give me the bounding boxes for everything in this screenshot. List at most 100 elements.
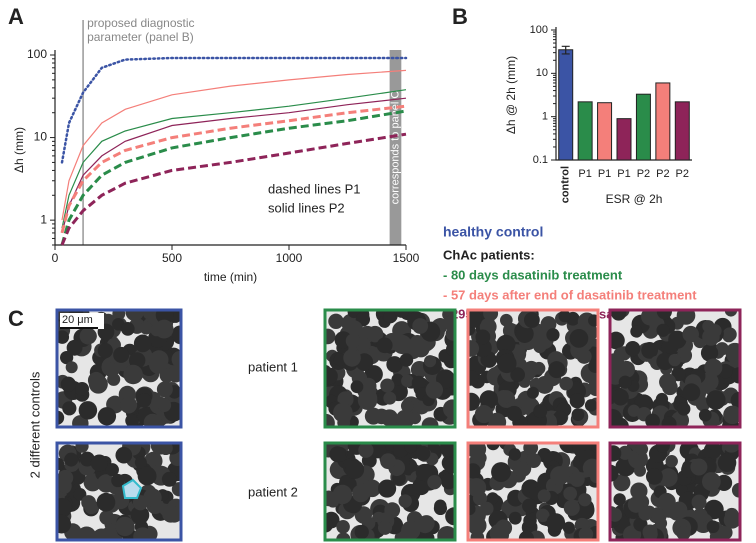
cell: [526, 386, 539, 399]
cell: [612, 388, 629, 406]
cell: [677, 402, 691, 416]
x-tick-label: P1: [578, 168, 591, 180]
cell: [630, 325, 643, 338]
cell: [130, 505, 150, 525]
cell: [386, 356, 403, 373]
y-tick-label: 0.1: [533, 154, 548, 166]
cell: [496, 389, 511, 405]
cell: [496, 521, 511, 535]
cell: [81, 495, 97, 510]
cell: [88, 374, 108, 394]
cell: [125, 310, 144, 322]
cell: [731, 482, 740, 498]
cell: [171, 482, 181, 497]
cell: [576, 348, 592, 364]
cell: [533, 404, 548, 419]
cell: [57, 514, 72, 534]
cell: [401, 374, 414, 388]
scale-bar-label: 20 μm: [62, 314, 93, 326]
micrograph: [468, 443, 598, 540]
cell: [659, 373, 677, 391]
row-label: 2 different controls: [27, 371, 42, 478]
cell: [75, 381, 90, 396]
cell: [698, 408, 712, 422]
cell: [99, 527, 119, 540]
cell: [724, 310, 738, 317]
cell: [676, 526, 691, 540]
cell: [658, 492, 676, 511]
cell: [508, 448, 522, 461]
cell: [418, 515, 433, 530]
cell: [548, 361, 566, 379]
cell: [610, 408, 623, 427]
cell: [550, 466, 570, 486]
annotation: solid lines P2: [268, 200, 345, 215]
cell: [571, 408, 585, 421]
cell: [62, 401, 77, 416]
bar: [655, 82, 671, 161]
cell: [584, 399, 598, 412]
cell: [120, 396, 138, 414]
cell: [380, 453, 396, 470]
cell: [468, 370, 479, 386]
cell: [563, 499, 580, 516]
annotation: parameter (panel B): [87, 30, 194, 44]
cell: [468, 392, 481, 411]
cell: [656, 310, 672, 320]
cell: [424, 355, 437, 368]
cell: [156, 381, 173, 398]
cell: [97, 474, 116, 493]
cell: [655, 443, 670, 453]
data-line: [61, 89, 407, 229]
cell: [383, 310, 396, 323]
cell: [434, 499, 447, 512]
cell: [559, 376, 573, 391]
cell: [333, 402, 353, 423]
data-line: [60, 56, 408, 164]
row-label: patient 1: [248, 359, 298, 374]
micrograph-frame: [323, 308, 457, 429]
cell: [358, 443, 374, 458]
y-tick-label: 10: [536, 67, 548, 79]
cell: [468, 478, 487, 497]
cell: [436, 369, 455, 389]
legend-entry: ChAc patients:: [443, 247, 535, 262]
cell: [149, 355, 168, 374]
cell: [726, 346, 740, 364]
cell: [468, 515, 487, 536]
cell: [722, 443, 740, 453]
cell: [468, 463, 481, 479]
cell: [443, 457, 455, 474]
cell: [376, 337, 393, 354]
cell: [350, 380, 364, 394]
cell: [57, 469, 74, 486]
cell: [569, 393, 585, 409]
legend-entry: - 57 days after end of dasatinib treatme…: [443, 287, 697, 302]
cell: [613, 474, 631, 492]
cell: [60, 350, 74, 365]
annotation: dashed lines P1: [268, 181, 361, 196]
cell: [325, 328, 336, 345]
cell: [154, 319, 174, 339]
micrograph-frame: [55, 308, 183, 429]
cell: [610, 331, 625, 350]
cell: [439, 443, 455, 457]
cell: [588, 359, 598, 373]
cell: [75, 443, 89, 453]
micrograph: [325, 310, 455, 427]
cell: [415, 445, 431, 461]
cell: [633, 464, 647, 477]
row-label: patient 2: [248, 484, 298, 499]
cell: [499, 313, 513, 327]
axis: [54, 50, 406, 246]
cell: [133, 527, 153, 540]
cell: [421, 417, 439, 427]
cell: [398, 494, 412, 508]
cell: [668, 353, 681, 367]
cell: [730, 392, 740, 409]
scale-bar-bg: [60, 313, 104, 329]
x-tick-label: P2: [656, 168, 669, 180]
cell: [630, 482, 648, 500]
cell: [692, 508, 708, 524]
cell: [730, 367, 740, 384]
